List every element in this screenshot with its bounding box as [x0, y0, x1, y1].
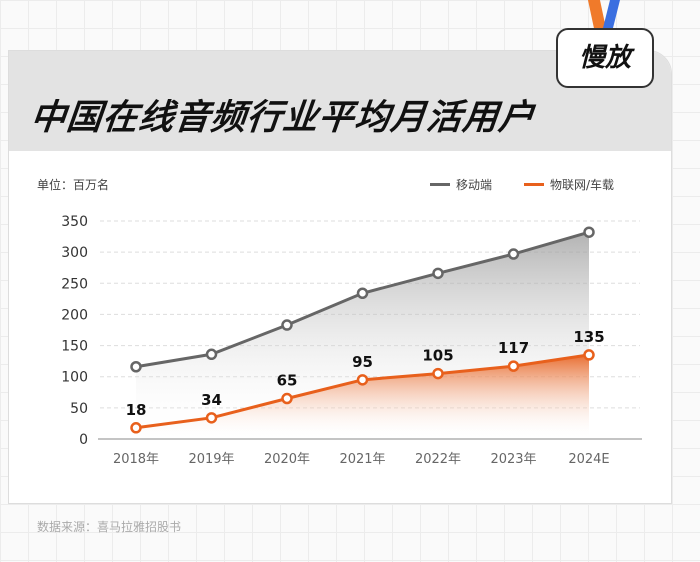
- x-tick-label: 2024E: [568, 452, 609, 467]
- legend-mobile: 移动端: [430, 176, 492, 193]
- legend-swatch: [430, 183, 450, 186]
- y-tick-label: 350: [61, 214, 88, 230]
- x-tick-label: 2021年: [339, 452, 385, 467]
- y-tick-label: 50: [70, 401, 88, 417]
- x-tick-label: 2020年: [264, 452, 310, 467]
- y-tick-label: 300: [61, 245, 88, 261]
- y-tick-label: 150: [61, 339, 88, 355]
- data-point: [281, 392, 293, 405]
- data-point: [130, 422, 142, 434]
- data-label: 95: [352, 353, 373, 371]
- data-label: 18: [126, 401, 147, 419]
- data-point: [583, 226, 595, 238]
- data-label: 65: [277, 372, 298, 390]
- slow-play-badge: 慢放: [556, 28, 654, 88]
- data-point: [130, 360, 142, 373]
- source-note: 数据来源：喜马拉雅招股书: [37, 520, 182, 534]
- data-point: [281, 319, 293, 331]
- data-label: 105: [422, 347, 453, 365]
- data-label: 135: [573, 328, 604, 346]
- y-tick-label: 100: [61, 370, 88, 386]
- x-tick-label: 2019年: [188, 452, 234, 467]
- y-tick-label: 200: [61, 307, 88, 323]
- data-label: 34: [201, 391, 222, 409]
- data-point: [205, 412, 218, 424]
- data-point: [205, 348, 218, 361]
- x-tick-label: 2022年: [415, 452, 461, 467]
- y-tick-label: 0: [79, 432, 88, 448]
- legend-label: 物联网/车载: [550, 178, 615, 192]
- legend-swatch: [524, 183, 544, 186]
- data-point: [583, 349, 595, 361]
- y-tick-label: 250: [61, 276, 88, 292]
- legend-iot: 物联网/车载: [524, 176, 614, 193]
- data-point: [356, 374, 369, 386]
- x-tick-label: 2023年: [490, 452, 536, 467]
- data-point: [432, 367, 444, 380]
- unit-label: 单位：百万名: [37, 178, 110, 192]
- x-tick-label: 2018年: [113, 452, 159, 467]
- data-point: [356, 287, 369, 300]
- data-point: [507, 248, 520, 260]
- data-point: [507, 360, 520, 372]
- series-area: [136, 354, 589, 439]
- data-point: [432, 267, 444, 280]
- legend-label: 移动端: [456, 178, 493, 192]
- data-label: 117: [498, 339, 529, 357]
